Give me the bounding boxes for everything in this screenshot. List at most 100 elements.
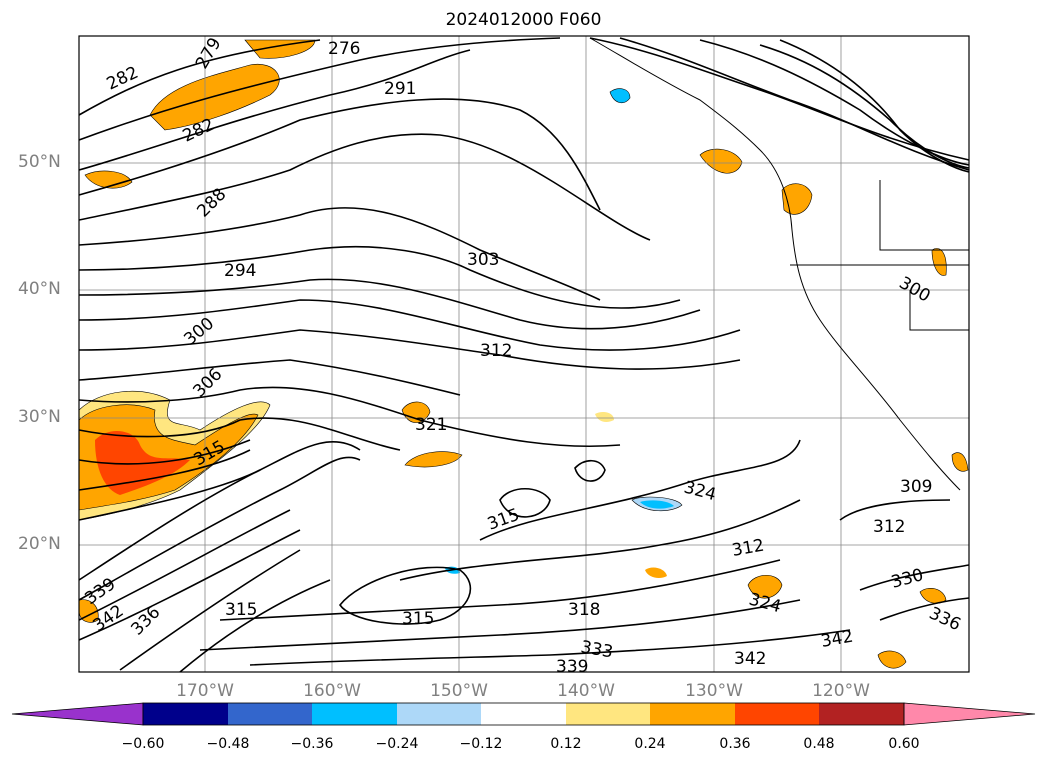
contour-label: 315 bbox=[402, 609, 434, 629]
lon-label: 150°W bbox=[430, 681, 488, 701]
contour-line bbox=[759, 44, 970, 169]
coastline-path bbox=[909, 290, 969, 331]
colorbar-segment bbox=[819, 703, 904, 725]
shade-region bbox=[931, 248, 947, 276]
colorbar-tick: −0.24 bbox=[375, 736, 419, 752]
lon-label: 120°W bbox=[812, 681, 870, 701]
contour-line bbox=[78, 456, 361, 601]
contour-line bbox=[574, 459, 606, 482]
coastline-path bbox=[879, 180, 969, 251]
shade-region bbox=[951, 452, 969, 472]
colorbar bbox=[11, 702, 1036, 726]
coastline-path bbox=[589, 37, 961, 491]
contour-lines bbox=[78, 37, 970, 673]
map-title: 2024012000 F060 bbox=[445, 10, 602, 30]
contour-line bbox=[78, 245, 681, 309]
colorbar-segment bbox=[143, 703, 228, 725]
colorbar-segment bbox=[566, 703, 650, 725]
lat-label: 30°N bbox=[18, 407, 61, 427]
contour-line bbox=[779, 39, 970, 173]
map-border bbox=[78, 35, 970, 673]
colorbar-tick: 0.12 bbox=[550, 736, 582, 752]
contour-line bbox=[859, 564, 970, 591]
contour-line bbox=[219, 559, 781, 621]
contour-label: 291 bbox=[384, 79, 416, 99]
lat-label: 20°N bbox=[18, 534, 61, 554]
shade-region bbox=[747, 574, 783, 599]
contour-line bbox=[619, 37, 970, 171]
lon-label: 140°W bbox=[557, 681, 615, 701]
contour-line bbox=[78, 509, 291, 621]
contour-line bbox=[78, 98, 601, 211]
colorbar-tick: 0.48 bbox=[803, 736, 835, 752]
shade-region bbox=[149, 63, 280, 131]
contour-label: 312 bbox=[873, 517, 905, 537]
shade-region bbox=[78, 599, 99, 623]
contour-label: 294 bbox=[224, 261, 256, 281]
contour-label: 339 bbox=[556, 657, 588, 677]
contour-label: 321 bbox=[415, 415, 447, 435]
contour-line bbox=[78, 207, 601, 301]
shade-region bbox=[595, 412, 614, 422]
contour-line bbox=[78, 39, 321, 116]
contour-line bbox=[78, 133, 651, 241]
colorbar-tick: −0.48 bbox=[206, 736, 250, 752]
shade-region bbox=[609, 88, 631, 104]
contour-line bbox=[78, 417, 401, 451]
contour-line bbox=[78, 49, 471, 171]
contour-line bbox=[479, 439, 801, 541]
contour-line bbox=[399, 499, 801, 581]
shade-region bbox=[640, 500, 674, 509]
contour-line bbox=[499, 488, 551, 518]
lon-label: 170°W bbox=[176, 681, 234, 701]
contour-line bbox=[839, 499, 951, 521]
colorbar-extend-right bbox=[903, 702, 1036, 726]
colorbar-tick: 0.24 bbox=[634, 736, 666, 752]
colorbar-segment bbox=[397, 703, 481, 725]
contour-line bbox=[78, 278, 701, 330]
contour-label: 312 bbox=[480, 341, 512, 361]
colorbar-tick: 0.36 bbox=[719, 736, 751, 752]
contour-label: 309 bbox=[900, 477, 932, 497]
contour-line bbox=[78, 449, 251, 491]
shade-region bbox=[919, 587, 947, 604]
contour-label: 342 bbox=[734, 649, 766, 669]
contour-line bbox=[78, 329, 741, 370]
contour-line bbox=[249, 629, 851, 666]
lat-label: 40°N bbox=[18, 279, 61, 299]
contour-line bbox=[78, 439, 251, 465]
contour-line bbox=[119, 549, 301, 671]
shade-region bbox=[877, 650, 907, 669]
colorbar-tick: −0.36 bbox=[290, 736, 334, 752]
colorbar-segment bbox=[481, 703, 566, 725]
contour-line bbox=[78, 359, 461, 396]
colorbar-frame bbox=[142, 702, 905, 726]
contour-line bbox=[589, 37, 970, 161]
lon-label: 160°W bbox=[303, 681, 361, 701]
contour-line bbox=[879, 597, 970, 621]
contour-line bbox=[78, 440, 361, 581]
shade-region bbox=[645, 567, 667, 578]
colorbar-tick: −0.60 bbox=[121, 736, 165, 752]
contour-line bbox=[78, 386, 621, 448]
lat-label: 50°N bbox=[18, 152, 61, 172]
coastline bbox=[589, 37, 969, 491]
colorbar-segment bbox=[228, 703, 312, 725]
contour-label: 303 bbox=[467, 250, 499, 270]
contour-label: 315 bbox=[225, 600, 257, 620]
contour-line bbox=[339, 566, 472, 625]
shade-region bbox=[404, 451, 463, 468]
contour-label: 276 bbox=[328, 39, 360, 59]
colorbar-segment bbox=[650, 703, 735, 725]
colorbar-segment bbox=[735, 703, 819, 725]
colorbar-extend-left bbox=[11, 702, 144, 726]
shade-region bbox=[401, 401, 431, 423]
map-panel bbox=[79, 36, 969, 672]
contour-line bbox=[78, 529, 301, 641]
lon-label: 130°W bbox=[685, 681, 743, 701]
contour-line bbox=[78, 299, 741, 351]
contour-line bbox=[78, 37, 561, 141]
colorbar-tick: −0.12 bbox=[459, 736, 503, 752]
colorbar-tick: 0.60 bbox=[888, 736, 920, 752]
